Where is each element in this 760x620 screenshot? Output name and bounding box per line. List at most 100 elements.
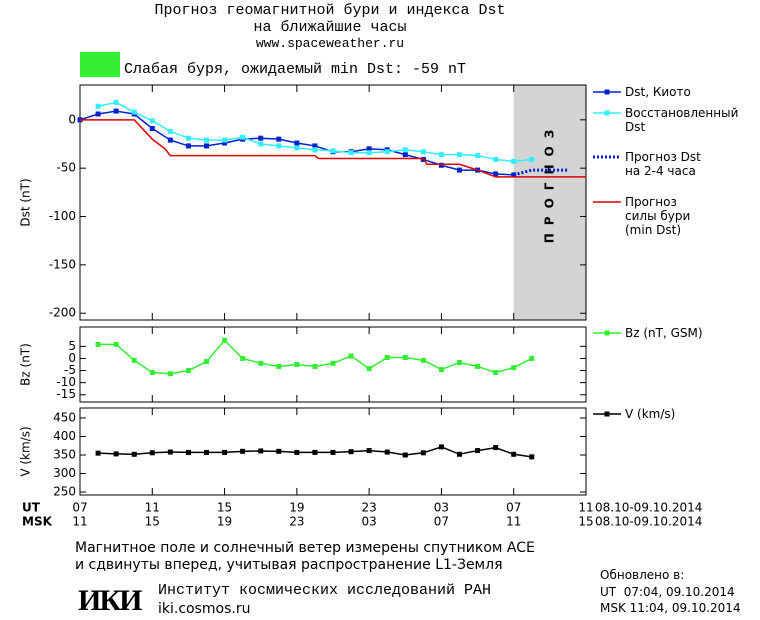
y-axis-title: Dst (nT): [19, 178, 33, 226]
data-point: [330, 148, 336, 154]
data-point: [457, 167, 462, 173]
data-point: [493, 156, 499, 162]
data-point: [185, 368, 191, 374]
data-point: [348, 353, 354, 359]
x-tick-label: 23: [289, 515, 304, 529]
note: и сдвинуты вперед, учитывая распростране…: [75, 557, 503, 573]
y-tick-label: 300: [53, 466, 76, 480]
data-point: [258, 360, 264, 366]
y-tick-label: 450: [53, 410, 76, 424]
x-tick-label: 11: [506, 515, 521, 529]
data-point: [113, 341, 119, 347]
data-point: [529, 156, 535, 162]
data-point: [420, 450, 426, 456]
data-point: [475, 153, 481, 159]
plot-frame: [79, 326, 587, 403]
data-point: [185, 143, 191, 149]
data-point: [348, 449, 354, 455]
series-line: [97, 101, 532, 163]
data-point: [384, 149, 390, 155]
data-point: [222, 337, 228, 343]
data-point: [366, 366, 372, 372]
y-tick-label: -15: [56, 387, 76, 401]
data-point: [113, 108, 119, 114]
data-point: [294, 140, 300, 146]
data-point: [511, 451, 517, 457]
x-tick-label: 15: [145, 515, 160, 529]
storm-swatch: [80, 52, 120, 77]
x-tick-label: 07: [72, 501, 87, 515]
data-point: [95, 111, 101, 117]
x-tick-label: 11: [145, 501, 160, 515]
url: www.spaceweather.ru: [255, 36, 405, 51]
data-point: [258, 135, 264, 141]
y-tick-label: -50: [56, 161, 76, 175]
data-point: [330, 449, 336, 455]
data-point: [167, 371, 173, 377]
x-tick-label: 15: [578, 515, 593, 529]
x-tick-label: 03: [434, 501, 449, 515]
y-tick-label: 5: [68, 339, 76, 353]
data-point: [330, 360, 336, 366]
updated: MSK 11:04, 09.10.2014: [600, 601, 741, 615]
x-tick-label: 19: [289, 501, 304, 515]
data-point: [131, 109, 137, 115]
data-point: [149, 450, 155, 456]
data-point: [529, 355, 535, 361]
data-point: [420, 149, 426, 155]
data-point: [167, 128, 173, 134]
data-point: [438, 152, 444, 158]
note: Магнитное поле и солнечный ветер измерен…: [75, 540, 535, 556]
data-point: [204, 449, 209, 455]
data-point: [131, 451, 137, 457]
forecast-area: [513, 85, 586, 320]
data-point: [457, 360, 462, 366]
data-point: [493, 445, 499, 451]
data-point: [438, 367, 444, 373]
data-point: [95, 103, 101, 109]
data-point: [167, 137, 173, 143]
data-point: [240, 355, 246, 361]
y-tick-label: -200: [49, 306, 76, 320]
data-point: [204, 143, 209, 149]
x-tick-label: 15: [217, 501, 232, 515]
legend-label: Dst, Киото: [625, 85, 691, 99]
data-point: [113, 99, 119, 105]
y-axis-title: Bz (nT): [19, 343, 33, 386]
data-point: [475, 363, 481, 369]
updated: Обновлено в:: [600, 568, 685, 582]
y-tick-label: 350: [53, 448, 76, 462]
data-point: [420, 357, 426, 363]
data-point: [475, 448, 481, 454]
y-tick-label: 0: [68, 351, 76, 365]
updated: UT 07:04, 09.10.2014: [600, 585, 735, 599]
x-tick-label: 11: [72, 515, 87, 529]
y-tick-label: 400: [53, 429, 76, 443]
data-point: [312, 143, 318, 149]
data-point: [384, 354, 390, 360]
data-point: [348, 150, 354, 156]
plot-frame: [79, 84, 587, 321]
data-point: [511, 158, 517, 164]
data-point: [438, 444, 444, 450]
data-point: [457, 152, 462, 158]
data-point: [366, 448, 372, 454]
forecast-label: ПРОГНОЗ: [542, 122, 556, 243]
data-point: [294, 449, 300, 455]
legend-marker: [604, 330, 610, 336]
y-tick-label: 0: [68, 112, 76, 126]
series-line: [513, 168, 568, 177]
data-point: [529, 454, 535, 460]
legend-marker: [604, 411, 610, 417]
data-point: [222, 137, 228, 143]
y-tick-label: -5: [64, 363, 76, 377]
data-point: [222, 140, 228, 146]
legend-label: Восстановленный Dst: [625, 106, 739, 134]
data-point: [366, 150, 372, 156]
data-point: [149, 126, 155, 132]
data-point: [493, 171, 499, 177]
logo: ИКИ: [78, 584, 142, 617]
data-point: [294, 145, 300, 151]
x-tick-label: 19: [217, 515, 232, 529]
